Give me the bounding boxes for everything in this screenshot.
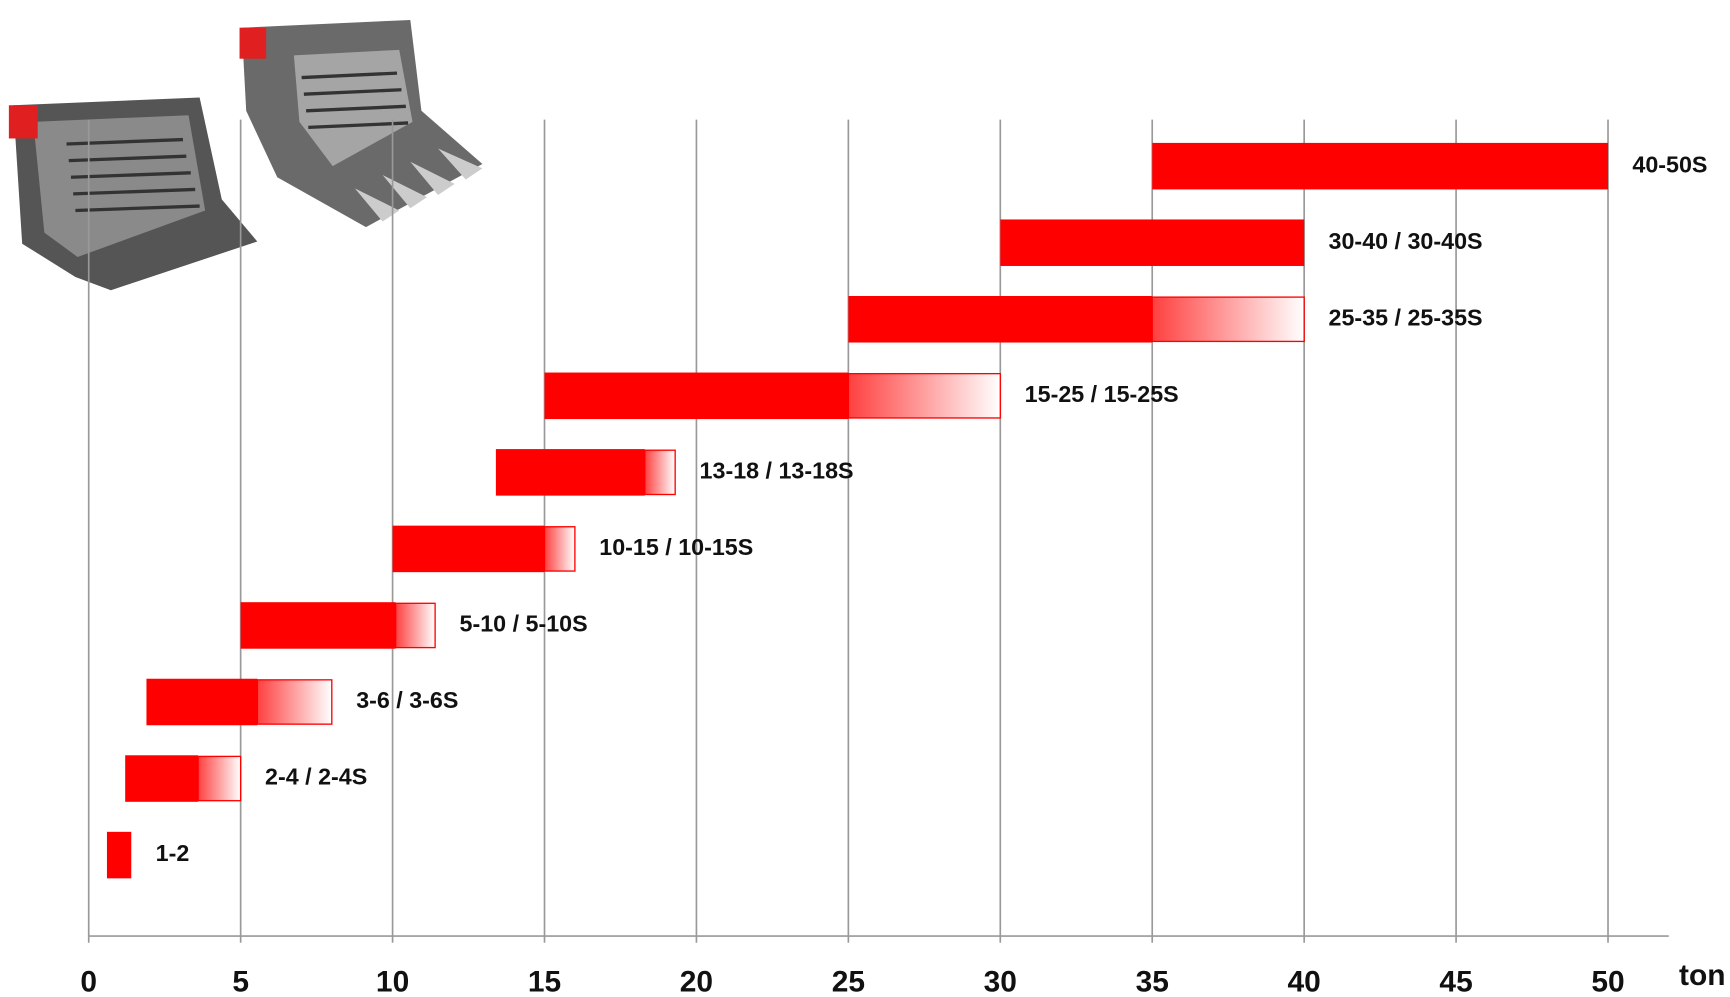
bar [495,449,645,496]
bar [240,602,396,649]
bar [1152,142,1609,190]
bucket-image [8,97,258,291]
bar-label: 10-15 / 10-15S [599,534,753,560]
bar [146,678,258,726]
bar [544,372,849,420]
bar [125,755,199,802]
bar [392,525,545,573]
x-tick-label: 25 [832,966,865,997]
x-tick-label: 30 [984,966,1017,997]
bar-label: 13-18 / 13-18S [700,458,854,484]
bar-label: 2-4 / 2-4S [265,764,367,790]
bar-extension [847,372,1001,419]
bar-label: 1-2 [156,840,190,866]
x-tick-label: 5 [232,966,249,997]
bar-extension [197,755,242,802]
bar [106,831,132,879]
x-tick-label: 20 [680,966,713,997]
x-tick-label: 40 [1288,966,1321,997]
x-tick-label: 10 [376,966,409,997]
bar-label: 15-25 / 15-25S [1025,381,1179,407]
bar-extension [543,526,576,572]
bar-extension [1151,296,1305,343]
bar-label: 25-35 / 25-35S [1329,304,1483,330]
bar-extension [644,449,676,496]
bucket-image [239,19,483,228]
x-tick-label: 45 [1439,966,1472,997]
bar-label: 3-6 / 3-6S [356,687,458,713]
bar-label: 40-50S [1632,151,1707,177]
x-tick-label: 0 [80,966,97,997]
bar-label: 30-40 / 30-40S [1329,228,1483,254]
bar-extension [256,679,333,725]
x-axis-label: ton [1679,959,1726,992]
x-tick-label: 50 [1591,966,1624,997]
bar-extension [394,602,436,649]
bar [848,295,1153,343]
bar [1000,219,1305,266]
x-tick-label: 15 [528,966,561,997]
bar-label: 5-10 / 5-10S [460,611,588,637]
x-tick-label: 35 [1136,966,1169,997]
